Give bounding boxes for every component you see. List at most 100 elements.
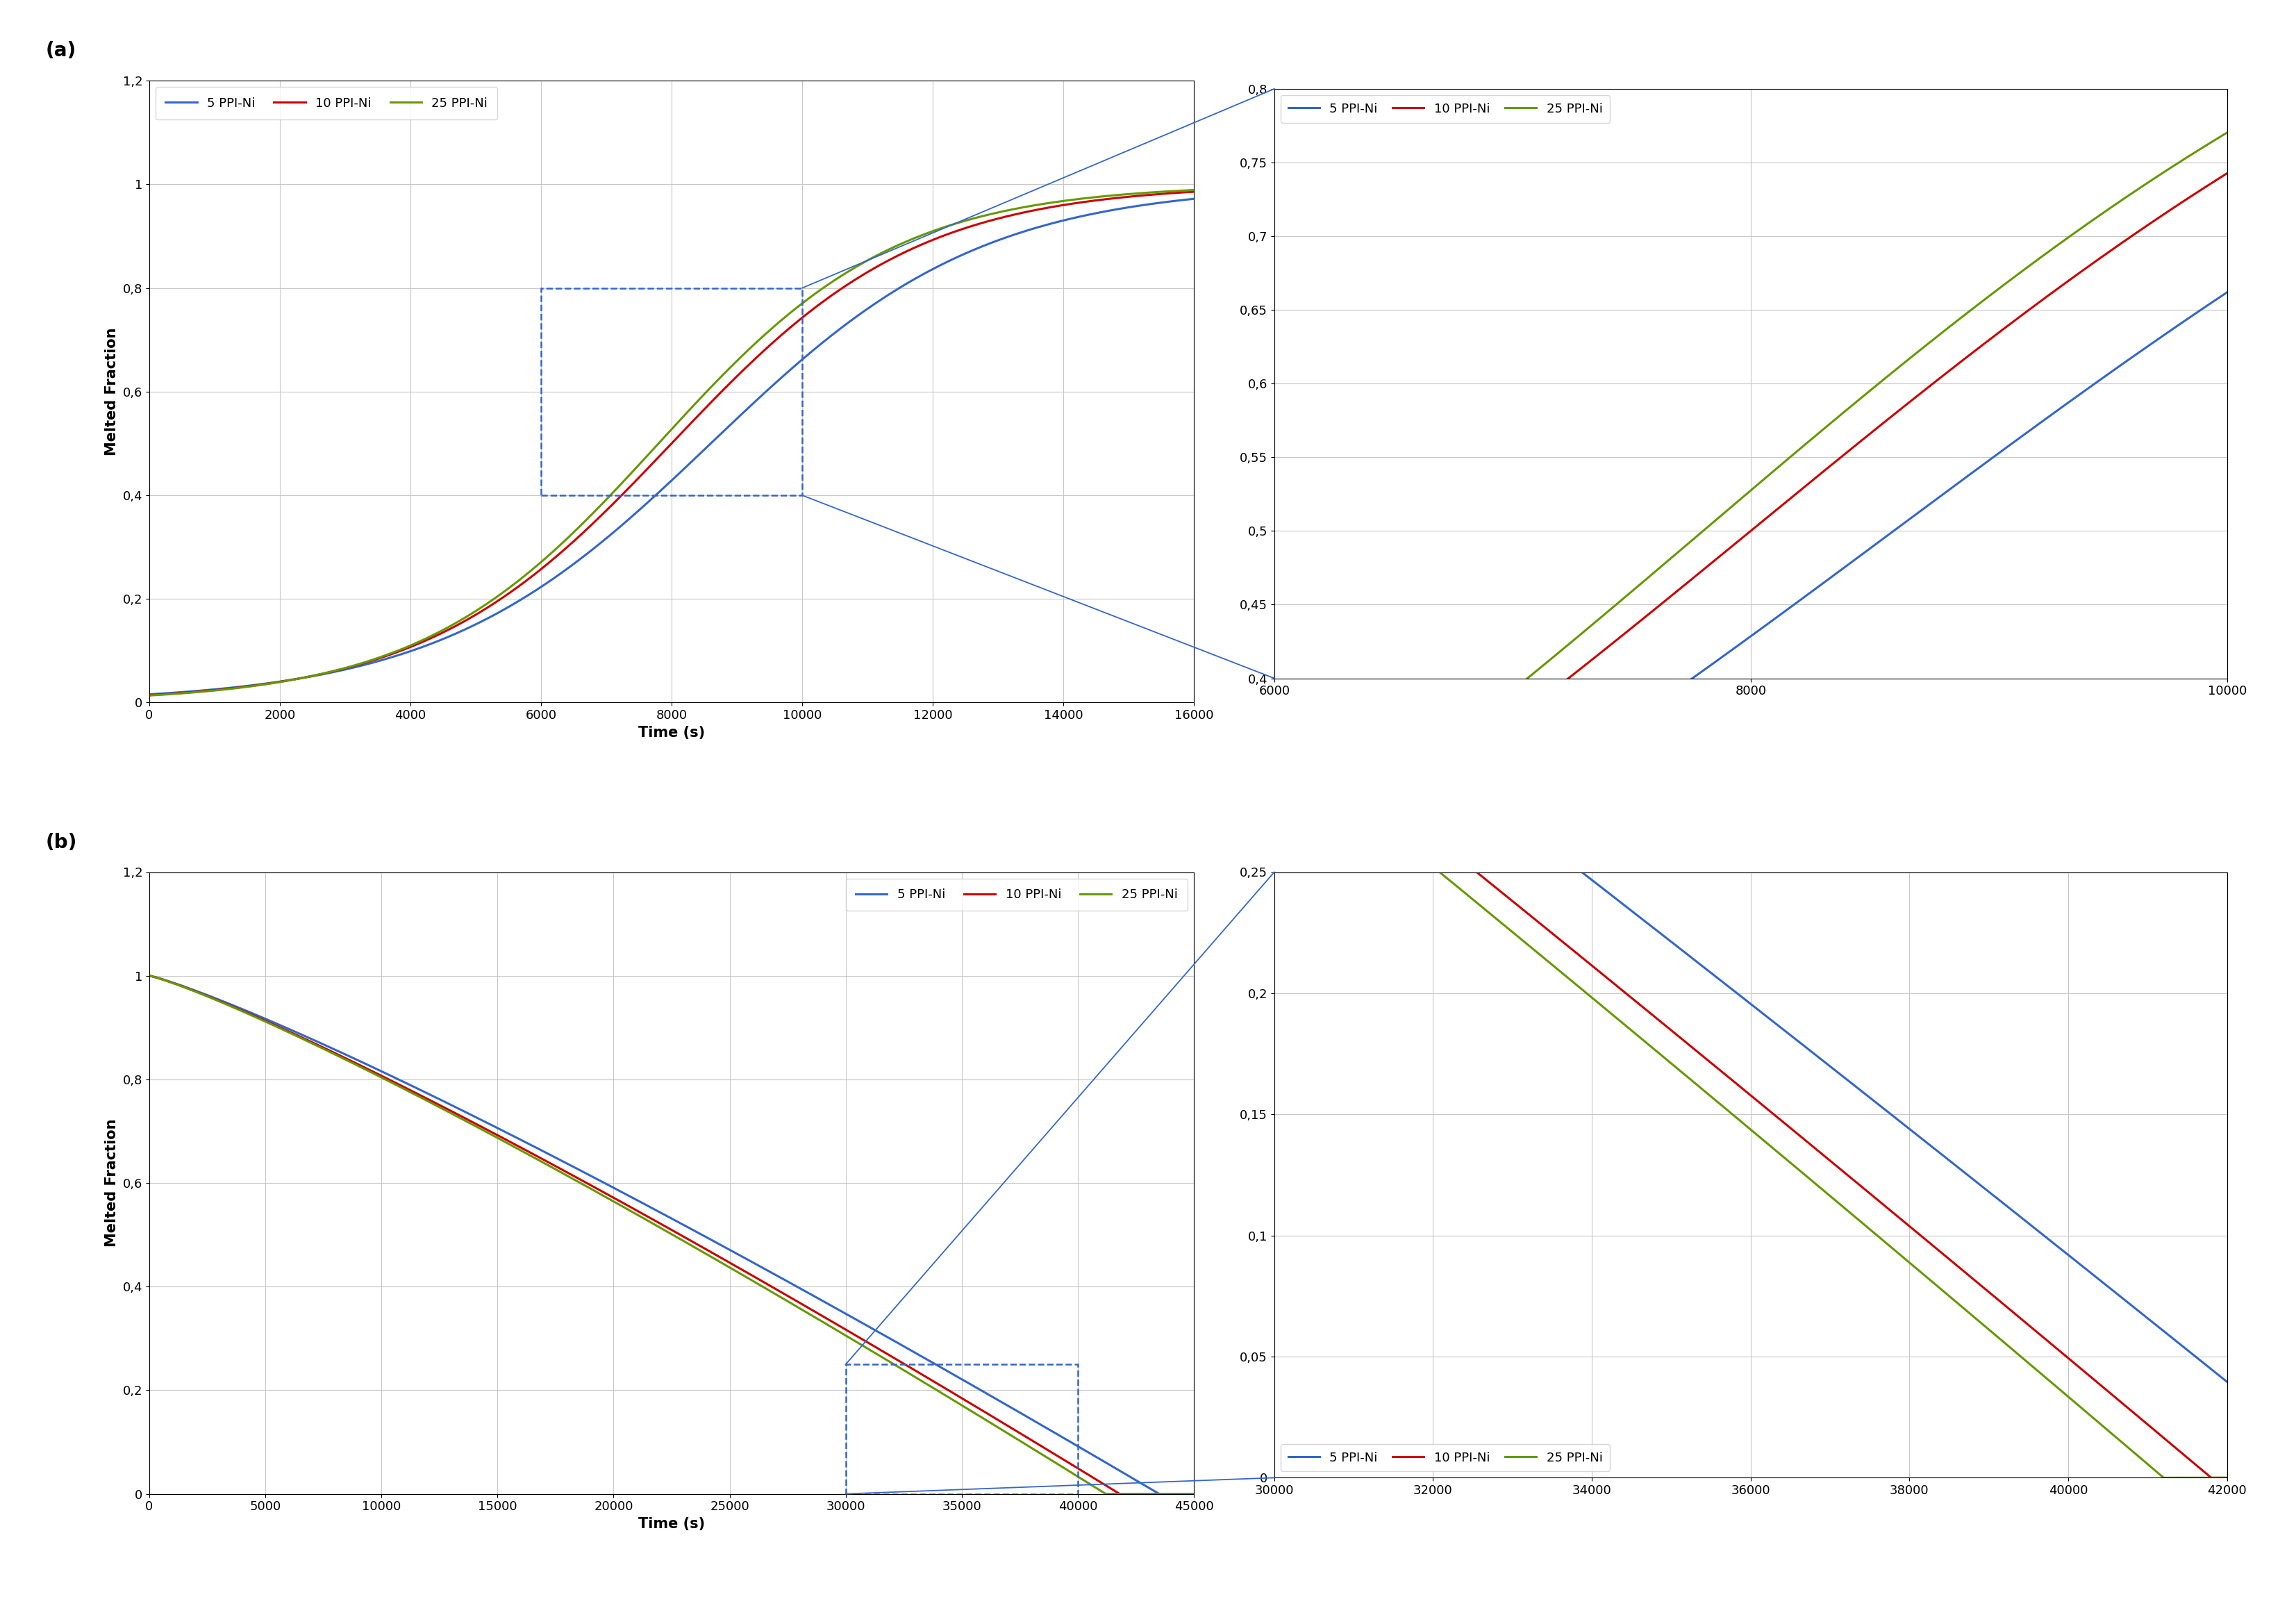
10 PPI-Ni — [1683, 1042, 1711, 1061]
10 PPI-Ni — [2213, 1468, 2241, 1487]
5 PPI-Ni — [326, 1042, 354, 1061]
10 PPI-Ni — [1655, 1019, 1683, 1038]
5 PPI-Ni — [135, 966, 163, 985]
25 PPI-Ni — [1180, 1484, 1208, 1504]
25 PPI-Ni — [1683, 1076, 1711, 1095]
25 PPI-Ni — [317, 662, 344, 682]
5 PPI-Ni — [255, 673, 282, 693]
10 PPI-Ni — [1159, 184, 1187, 203]
5 PPI-Ni — [1699, 654, 1727, 673]
5 PPI-Ni — [2213, 1373, 2241, 1392]
Line: 10 PPI-Ni: 10 PPI-Ni — [149, 192, 1194, 694]
10 PPI-Ni — [135, 966, 163, 985]
5 PPI-Ni — [1261, 929, 1288, 948]
Line: 5 PPI-Ni: 5 PPI-Ni — [149, 199, 1194, 694]
5 PPI-Ni — [2011, 425, 2039, 444]
25 PPI-Ni — [1233, 706, 1261, 725]
10 PPI-Ni — [2183, 1455, 2211, 1474]
5 PPI-Ni — [2186, 300, 2213, 320]
Line: 5 PPI-Ni: 5 PPI-Ni — [149, 975, 1194, 1494]
10 PPI-Ni — [581, 512, 608, 531]
5 PPI-Ni — [317, 664, 344, 683]
5 PPI-Ni — [1159, 192, 1187, 212]
25 PPI-Ni — [1047, 192, 1075, 212]
5 PPI-Ni — [1233, 606, 1261, 625]
5 PPI-Ni — [1047, 212, 1075, 231]
10 PPI-Ni — [1309, 848, 1336, 867]
5 PPI-Ni — [914, 1350, 941, 1370]
25 PPI-Ni — [2183, 1468, 2211, 1487]
Y-axis label: Melted Fraction: Melted Fraction — [106, 328, 119, 455]
25 PPI-Ni — [994, 1424, 1022, 1444]
Text: (a): (a) — [46, 42, 76, 61]
25 PPI-Ni — [535, 1156, 563, 1176]
5 PPI-Ni — [1180, 1484, 1208, 1504]
10 PPI-Ni — [994, 1416, 1022, 1436]
5 PPI-Ni — [762, 1265, 790, 1284]
Line: 25 PPI-Ni: 25 PPI-Ni — [149, 975, 1194, 1494]
5 PPI-Ni — [1146, 1484, 1173, 1504]
25 PPI-Ni — [1261, 859, 1288, 879]
10 PPI-Ni — [2197, 1468, 2225, 1487]
Line: 10 PPI-Ni: 10 PPI-Ni — [149, 975, 1194, 1494]
Line: 5 PPI-Ni: 5 PPI-Ni — [1274, 292, 2227, 938]
5 PPI-Ni — [2186, 302, 2213, 321]
10 PPI-Ni — [914, 1370, 941, 1389]
5 PPI-Ni — [135, 685, 163, 704]
25 PPI-Ni — [2186, 141, 2213, 160]
10 PPI-Ni — [1699, 552, 1727, 572]
10 PPI-Ni — [317, 662, 344, 682]
5 PPI-Ni — [1655, 930, 1683, 950]
25 PPI-Ni — [135, 686, 163, 706]
10 PPI-Ni — [2183, 1457, 2211, 1476]
25 PPI-Ni — [1993, 1336, 2020, 1355]
5 PPI-Ni — [815, 1295, 843, 1315]
5 PPI-Ni — [2213, 283, 2241, 302]
25 PPI-Ni — [581, 501, 608, 520]
10 PPI-Ni — [1261, 879, 1288, 898]
10 PPI-Ni — [762, 1279, 790, 1298]
10 PPI-Ni — [135, 685, 163, 704]
5 PPI-Ni — [1683, 953, 1711, 972]
Line: 25 PPI-Ni: 25 PPI-Ni — [1274, 132, 2227, 869]
5 PPI-Ni — [2183, 1349, 2211, 1368]
5 PPI-Ni — [1180, 189, 1208, 208]
10 PPI-Ni — [1180, 1484, 1208, 1504]
25 PPI-Ni — [2186, 141, 2213, 160]
Legend: 5 PPI-Ni, 10 PPI-Ni, 25 PPI-Ni: 5 PPI-Ni, 10 PPI-Ni, 25 PPI-Ni — [1281, 1444, 1609, 1471]
25 PPI-Ni — [1699, 514, 1727, 533]
Legend: 5 PPI-Ni, 10 PPI-Ni, 25 PPI-Ni: 5 PPI-Ni, 10 PPI-Ni, 25 PPI-Ni — [156, 87, 498, 120]
25 PPI-Ni — [1724, 493, 1752, 512]
Y-axis label: Melted Fraction: Melted Fraction — [106, 1119, 119, 1247]
25 PPI-Ni — [1093, 1484, 1120, 1504]
10 PPI-Ni — [1047, 195, 1075, 215]
5 PPI-Ni — [535, 572, 563, 591]
Line: 10 PPI-Ni: 10 PPI-Ni — [1274, 173, 2227, 888]
25 PPI-Ni — [2213, 123, 2241, 142]
10 PPI-Ni — [2186, 181, 2213, 200]
Line: 10 PPI-Ni: 10 PPI-Ni — [1194, 646, 2227, 1478]
25 PPI-Ni — [1309, 825, 1336, 845]
5 PPI-Ni — [1993, 1197, 2020, 1216]
Legend: 5 PPI-Ni, 10 PPI-Ni, 25 PPI-Ni: 5 PPI-Ni, 10 PPI-Ni, 25 PPI-Ni — [845, 879, 1187, 911]
25 PPI-Ni — [2213, 1468, 2241, 1487]
25 PPI-Ni — [914, 1376, 941, 1395]
10 PPI-Ni — [2213, 163, 2241, 182]
25 PPI-Ni — [2011, 260, 2039, 279]
10 PPI-Ni — [326, 1045, 354, 1064]
Line: 25 PPI-Ni: 25 PPI-Ni — [149, 191, 1194, 696]
10 PPI-Ni — [1724, 531, 1752, 551]
Text: (b): (b) — [46, 833, 78, 853]
25 PPI-Ni — [815, 1316, 843, 1336]
5 PPI-Ni — [2183, 1349, 2211, 1368]
25 PPI-Ni — [135, 966, 163, 985]
10 PPI-Ni — [535, 1153, 563, 1172]
5 PPI-Ni — [1180, 565, 1208, 585]
10 PPI-Ni — [1180, 636, 1208, 656]
25 PPI-Ni — [762, 1284, 790, 1303]
5 PPI-Ni — [1724, 636, 1752, 656]
Line: 5 PPI-Ni: 5 PPI-Ni — [1194, 575, 2227, 1382]
10 PPI-Ni — [2011, 304, 2039, 323]
25 PPI-Ni — [1159, 181, 1187, 200]
25 PPI-Ni — [2183, 1468, 2211, 1487]
